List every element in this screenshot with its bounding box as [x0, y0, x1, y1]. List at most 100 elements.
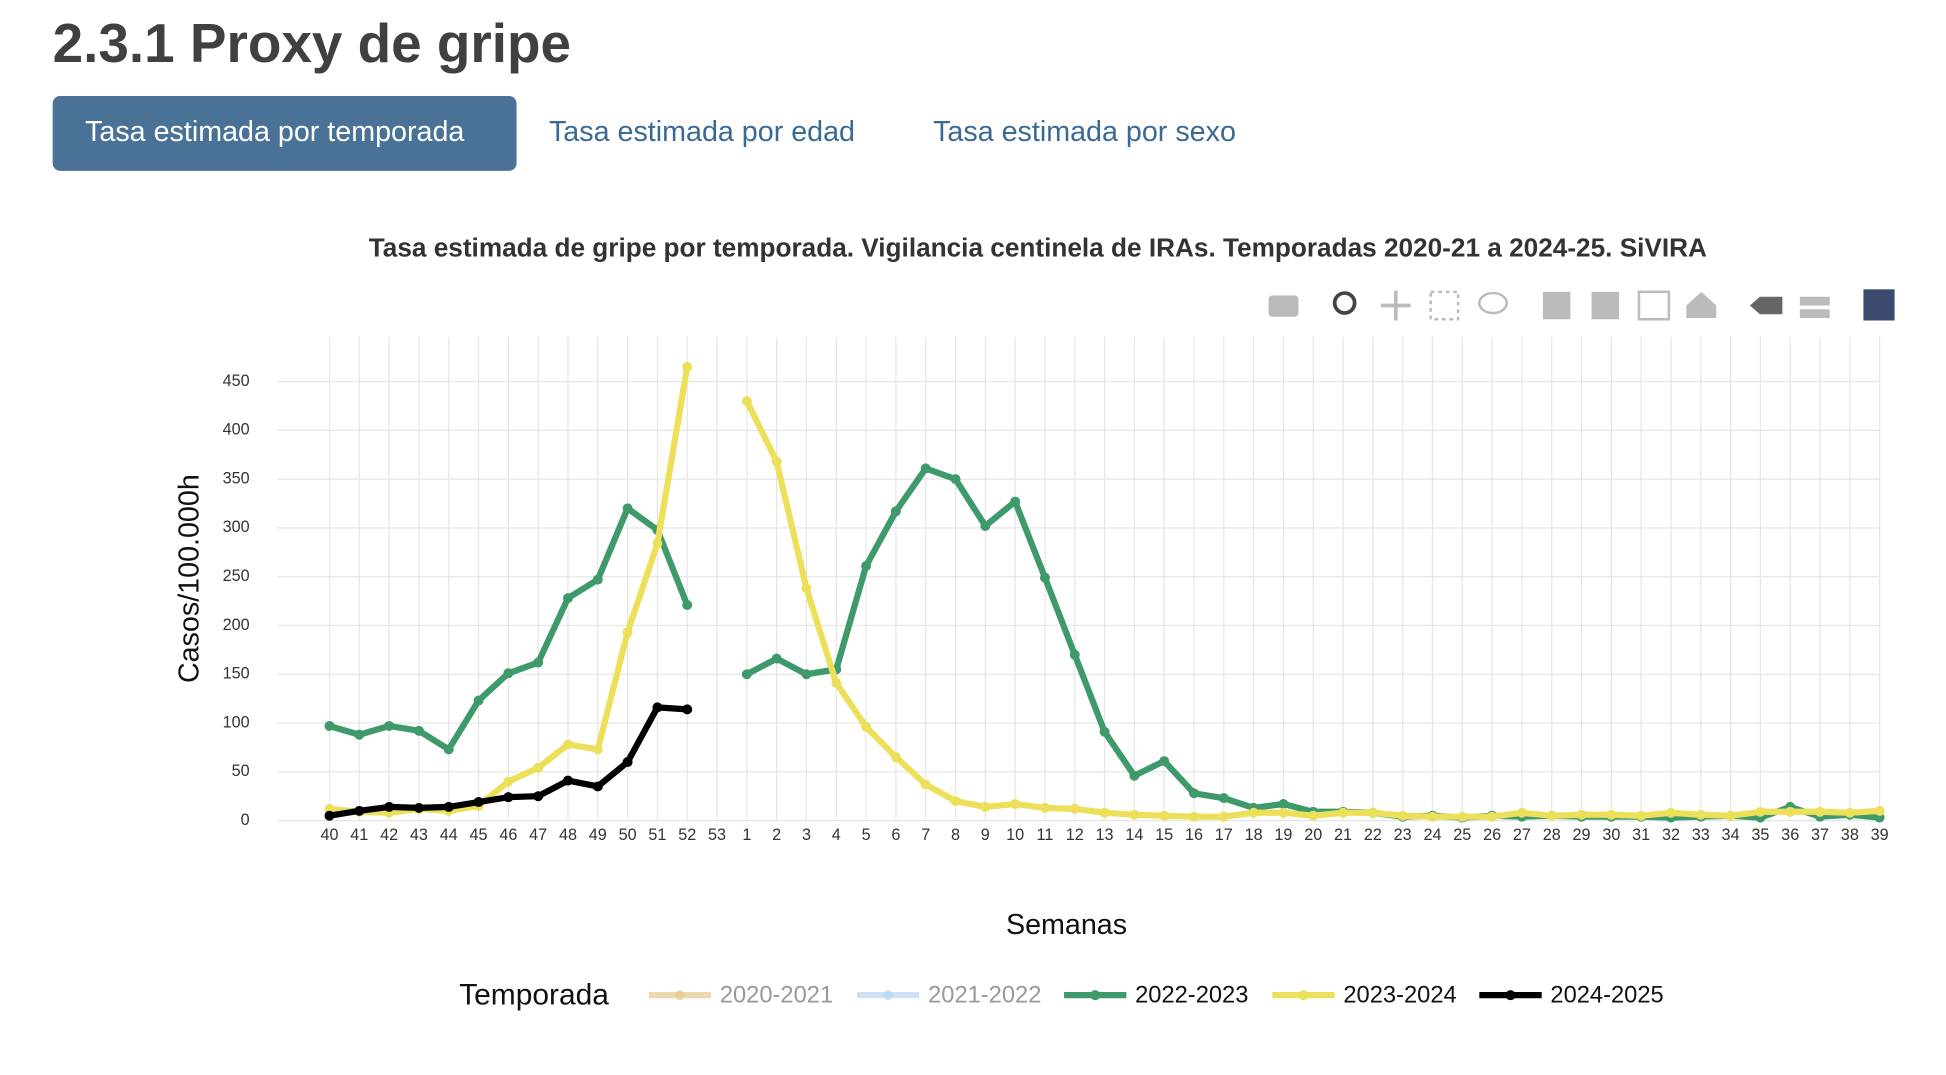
- legend-label[interactable]: 2024-2025: [1550, 983, 1663, 1009]
- x-tick-label: 8: [951, 826, 960, 844]
- point: [861, 721, 872, 732]
- x-tick-label: 52: [678, 826, 696, 844]
- point: [1367, 807, 1378, 818]
- tab[interactable]: Tasa estimada por edad: [549, 116, 855, 148]
- x-tick-label: 6: [891, 826, 900, 844]
- point: [503, 668, 514, 679]
- point: [354, 805, 365, 816]
- autoscale-icon[interactable]: [1637, 290, 1671, 321]
- chart-title: Tasa estimada de gripe por temporada. Vi…: [369, 232, 1707, 262]
- legend-label[interactable]: 2020-2021: [720, 983, 833, 1009]
- point: [622, 757, 633, 768]
- point: [1755, 806, 1766, 817]
- lasso-icon[interactable]: [1478, 291, 1508, 315]
- point: [1338, 807, 1349, 818]
- point: [801, 583, 812, 594]
- x-tick-label: 36: [1781, 826, 1799, 844]
- point: [1278, 799, 1289, 809]
- legend-label[interactable]: 2022-2023: [1135, 983, 1248, 1009]
- point: [980, 801, 991, 812]
- point: [384, 801, 395, 812]
- point: [1218, 793, 1229, 804]
- point: [1308, 810, 1319, 821]
- x-tick-label: 39: [1871, 826, 1889, 844]
- y-tick-label: 0: [241, 811, 250, 829]
- zoom-in-icon[interactable]: [1542, 291, 1571, 320]
- point: [682, 704, 693, 715]
- x-tick-label: 25: [1453, 826, 1471, 844]
- point: [741, 669, 752, 680]
- legend-marker: [1298, 990, 1309, 1001]
- reset-icon[interactable]: [1686, 291, 1717, 319]
- point: [324, 803, 335, 814]
- tab[interactable]: Tasa estimada por temporada: [85, 116, 464, 148]
- point: [1159, 756, 1170, 767]
- point: [1606, 809, 1617, 820]
- point: [801, 669, 812, 680]
- x-tick-label: 2: [772, 826, 781, 844]
- logo-icon[interactable]: [1863, 289, 1895, 321]
- point: [1099, 807, 1110, 818]
- point: [1010, 799, 1021, 809]
- x-tick-label: 29: [1573, 826, 1591, 844]
- legend-marker: [1090, 990, 1101, 1001]
- x-tick-label: 12: [1066, 826, 1084, 844]
- legend-marker: [883, 990, 894, 1001]
- point: [771, 456, 782, 467]
- y-tick-label: 250: [223, 567, 250, 585]
- point: [1844, 807, 1855, 818]
- box-select-icon[interactable]: [1429, 290, 1460, 321]
- point: [1487, 811, 1498, 822]
- compare-icon[interactable]: [1799, 296, 1830, 319]
- point: [354, 729, 365, 740]
- x-tick-label: 17: [1215, 826, 1233, 844]
- x-tick-label: 48: [559, 826, 577, 844]
- tab-background[interactable]: [52, 96, 517, 171]
- point: [920, 779, 931, 790]
- legend-marker: [1505, 990, 1516, 1001]
- point: [473, 797, 484, 808]
- point: [592, 781, 603, 792]
- y-tick-label: 450: [223, 372, 250, 390]
- x-tick-label: 45: [470, 826, 488, 844]
- legend-label[interactable]: 2023-2024: [1343, 983, 1456, 1009]
- point: [1129, 809, 1140, 820]
- point: [324, 720, 335, 731]
- point: [1069, 649, 1080, 660]
- legend-label[interactable]: 2021-2022: [928, 983, 1041, 1009]
- spike-icon[interactable]: [1749, 296, 1783, 315]
- x-tick-label: 46: [499, 826, 517, 844]
- x-tick-label: 5: [862, 826, 871, 844]
- camera-icon[interactable]: [1268, 295, 1299, 317]
- y-tick-label: 350: [223, 469, 250, 487]
- y-tick-label: 150: [223, 665, 250, 683]
- x-tick-label: 23: [1394, 826, 1412, 844]
- x-tick-label: 14: [1125, 826, 1143, 844]
- point: [1039, 802, 1050, 813]
- tab[interactable]: Tasa estimada por sexo: [933, 116, 1236, 148]
- toolbar: [1268, 289, 1895, 321]
- point: [1457, 811, 1468, 822]
- y-tick-label: 50: [232, 762, 250, 780]
- point: [562, 775, 573, 786]
- x-tick-label: 40: [320, 826, 338, 844]
- x-tick-label: 50: [619, 826, 637, 844]
- zoom-icon[interactable]: [1332, 291, 1357, 315]
- point: [652, 702, 663, 713]
- point: [443, 801, 454, 812]
- point: [1039, 572, 1050, 583]
- x-tick-label: 15: [1155, 826, 1173, 844]
- pan-icon[interactable]: [1380, 290, 1411, 321]
- point: [503, 776, 514, 787]
- x-tick-label: 7: [921, 826, 930, 844]
- x-axis-label: Semanas: [1006, 909, 1127, 941]
- point: [1636, 810, 1647, 821]
- x-tick-label: 18: [1245, 826, 1263, 844]
- point: [1397, 810, 1408, 821]
- point: [682, 361, 693, 372]
- zoom-out-icon[interactable]: [1591, 291, 1619, 320]
- point: [1427, 811, 1438, 822]
- point: [1516, 807, 1527, 818]
- x-tick-label: 1: [742, 826, 751, 844]
